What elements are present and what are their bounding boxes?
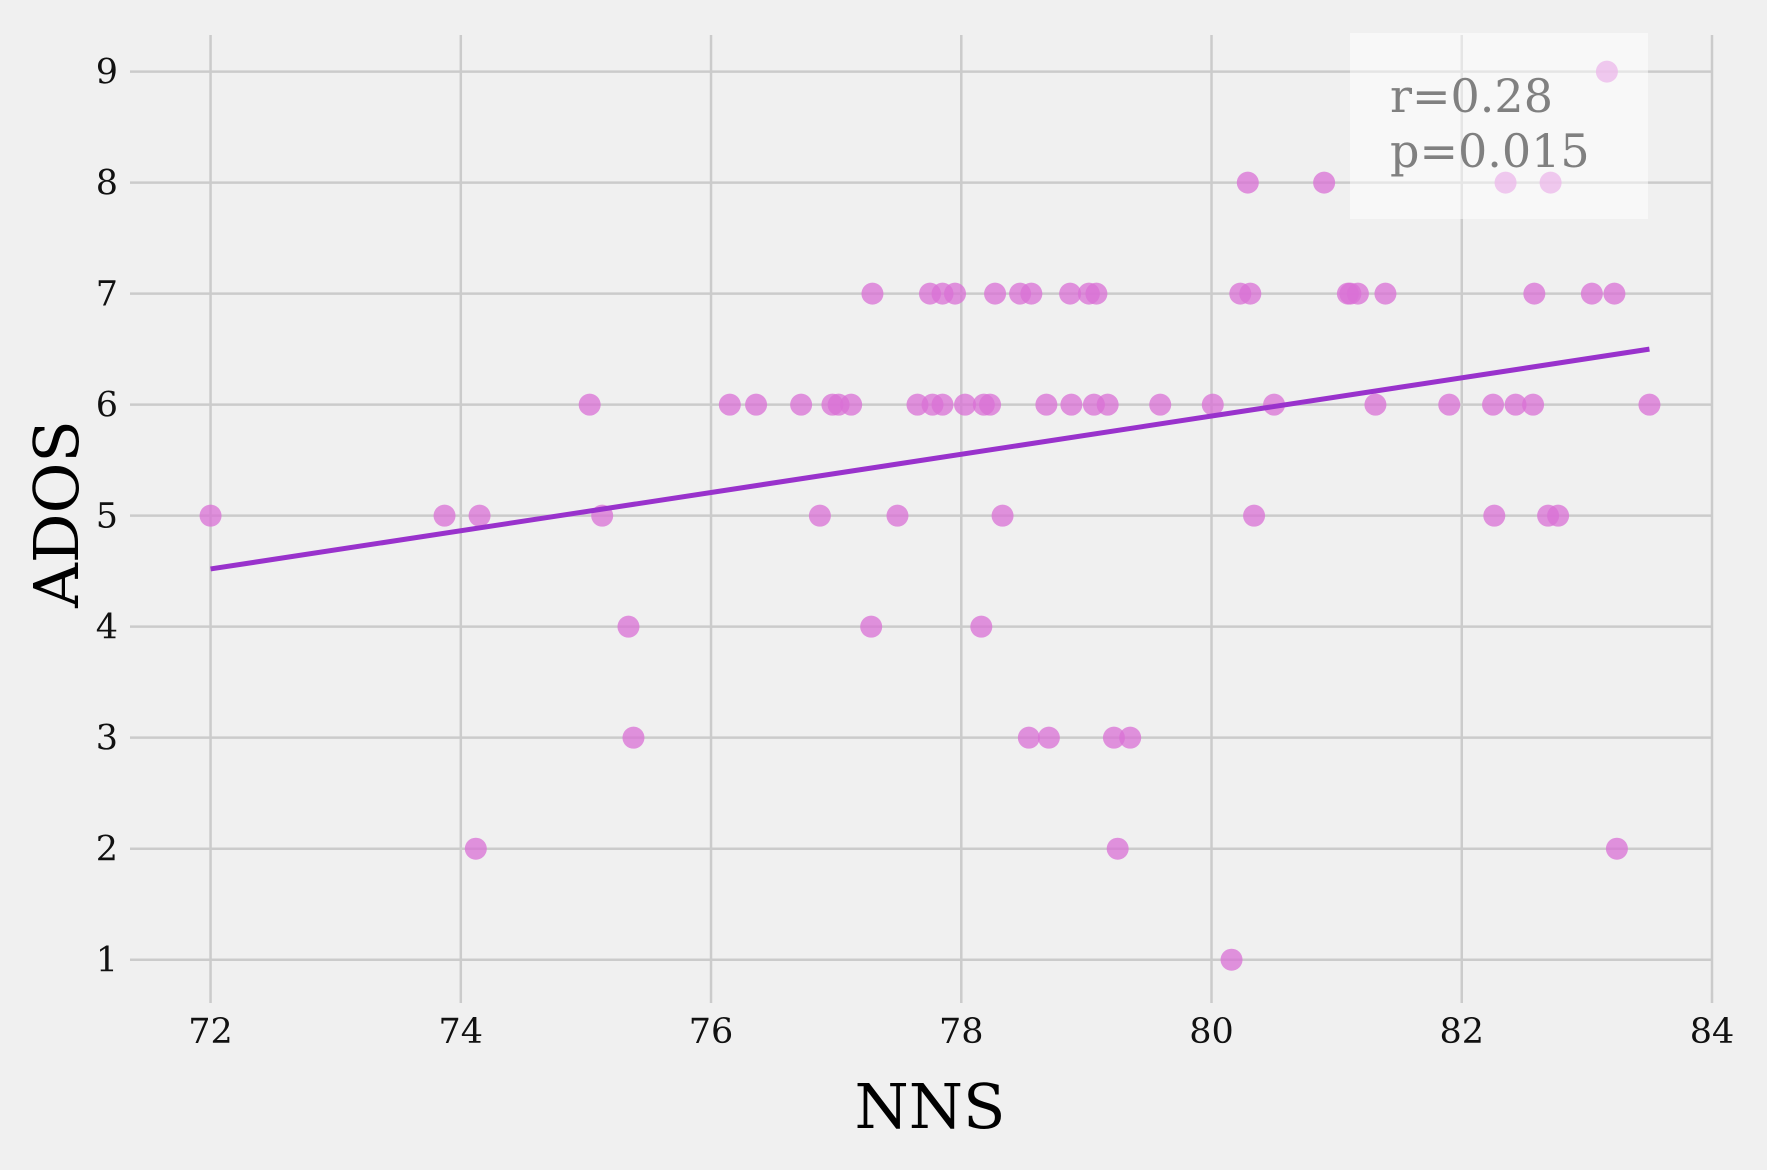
data-point [1201, 393, 1224, 416]
data-point [1020, 282, 1043, 305]
y-tick-label: 6 [96, 386, 118, 426]
data-point [984, 282, 1007, 305]
data-point [468, 504, 491, 527]
data-point [1119, 726, 1142, 749]
data-point [1438, 393, 1461, 416]
data-point [1220, 948, 1243, 971]
regression-line [210, 346, 1650, 572]
data-point [991, 504, 1014, 527]
data-point [433, 504, 456, 527]
data-point [622, 726, 645, 749]
data-point [1605, 837, 1628, 860]
axis-ticks [209, 993, 1714, 1003]
y-tick-label: 7 [96, 275, 118, 315]
data-point [464, 837, 487, 860]
data-point [1017, 726, 1040, 749]
data-point [1504, 393, 1527, 416]
data-point [1603, 282, 1626, 305]
data-point [1364, 393, 1387, 416]
x-tick-label: 84 [1690, 1012, 1735, 1052]
data-point [1035, 393, 1058, 416]
data-point [1236, 171, 1259, 194]
data-point [745, 393, 768, 416]
data-point [790, 393, 813, 416]
y-tick-label: 5 [96, 497, 118, 537]
x-axis-title: NNS [855, 1070, 1006, 1143]
y-tick-labels: 1 2 3 4 5 6 7 8 9 [96, 53, 118, 981]
annotation-p-value: p=0.015 [1390, 124, 1590, 178]
annotation-box [1350, 33, 1648, 219]
data-point [860, 615, 883, 638]
x-tick-labels: 72 74 76 78 80 82 84 [188, 1012, 1734, 1052]
data-point [1149, 393, 1172, 416]
data-point [840, 393, 863, 416]
data-point [199, 504, 222, 527]
annotation-r-value: r=0.28 [1390, 69, 1553, 123]
data-point [617, 615, 640, 638]
data-point [1547, 504, 1570, 527]
data-point [1059, 282, 1082, 305]
data-point [1239, 282, 1262, 305]
data-point [718, 393, 741, 416]
data-point [970, 615, 993, 638]
data-point [1374, 282, 1397, 305]
data-point [1313, 171, 1336, 194]
data-point [1638, 393, 1661, 416]
x-tick-label: 76 [689, 1012, 734, 1052]
data-points [199, 60, 1661, 971]
data-point [886, 504, 909, 527]
y-tick-label: 3 [96, 719, 118, 759]
data-point [979, 393, 1002, 416]
x-tick-label: 72 [188, 1012, 233, 1052]
data-point [1085, 282, 1108, 305]
data-point [944, 282, 967, 305]
y-axis-title: ADOS [20, 420, 93, 609]
y-tick-label: 2 [96, 830, 118, 870]
data-point [1483, 504, 1506, 527]
y-tick-label: 4 [96, 608, 118, 648]
data-point [1580, 282, 1603, 305]
data-point [1096, 393, 1119, 416]
y-tick-label: 8 [96, 164, 118, 204]
data-point [1102, 726, 1125, 749]
y-tick-label: 1 [96, 941, 118, 981]
x-tick-label: 74 [439, 1012, 484, 1052]
data-point [1346, 282, 1369, 305]
data-point [808, 504, 831, 527]
data-point [931, 393, 954, 416]
y-tick-label: 9 [96, 53, 118, 93]
data-point [1522, 393, 1545, 416]
x-tick-label: 82 [1439, 1012, 1484, 1052]
data-point [1482, 393, 1505, 416]
x-tick-label: 80 [1189, 1012, 1234, 1052]
data-point [1243, 504, 1266, 527]
data-point [1060, 393, 1083, 416]
data-point [1106, 837, 1129, 860]
data-point [861, 282, 884, 305]
x-tick-label: 78 [939, 1012, 984, 1052]
data-point [1037, 726, 1060, 749]
data-point [578, 393, 601, 416]
data-point [954, 393, 977, 416]
data-point [1523, 282, 1546, 305]
